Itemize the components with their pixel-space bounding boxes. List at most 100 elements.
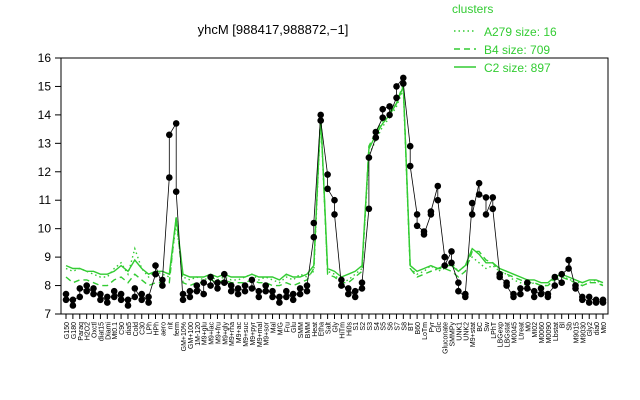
x-tick-label: M9+sor <box>264 321 271 345</box>
data-point <box>585 293 593 301</box>
x-tick-label: BT <box>408 321 415 331</box>
x-tick-label: BC <box>477 322 484 332</box>
data-point <box>482 211 490 218</box>
data-point <box>365 154 373 161</box>
data-point <box>76 285 84 292</box>
data-point <box>166 131 173 139</box>
y-tick-label: 13 <box>38 136 52 150</box>
data-point <box>379 114 387 121</box>
data-point <box>345 285 352 292</box>
data-point <box>172 120 180 127</box>
x-tick-label: GM+100 <box>188 322 195 349</box>
data-point <box>214 285 221 292</box>
data-point <box>248 285 256 292</box>
x-tick-label: C30 <box>140 322 147 335</box>
x-tick-label: SMMPy <box>450 322 457 347</box>
data-point <box>558 270 565 278</box>
data-point <box>262 282 270 289</box>
data-point <box>345 290 352 298</box>
x-tick-label: S3 <box>367 322 374 331</box>
data-point <box>303 287 311 295</box>
data-point <box>179 290 187 298</box>
series-line-dashed <box>65 83 604 287</box>
data-point <box>565 256 572 264</box>
data-point <box>406 162 414 170</box>
y-tick-label: 12 <box>38 165 52 179</box>
x-tick-label: Fru <box>284 322 291 333</box>
data-point <box>331 211 338 218</box>
data-point <box>227 282 235 289</box>
data-point <box>358 279 366 287</box>
data-point <box>544 290 552 298</box>
series-line-dotted <box>65 89 604 287</box>
data-point <box>372 134 380 141</box>
legend-label: A279 size: 16 <box>484 25 557 39</box>
data-point <box>227 287 235 295</box>
x-tick-label: M9+stat <box>470 322 477 347</box>
data-point <box>269 287 276 295</box>
x-tick-label: M9+fru <box>215 322 222 344</box>
data-point <box>124 302 132 309</box>
data-point <box>475 179 483 187</box>
data-point <box>310 233 318 241</box>
data-point <box>393 94 400 102</box>
data-point <box>179 296 187 304</box>
data-point <box>351 287 359 295</box>
data-point <box>310 219 318 227</box>
data-point <box>90 290 97 298</box>
data-point <box>489 205 497 213</box>
data-point <box>406 142 414 150</box>
x-tick-label: Paraq <box>78 322 85 341</box>
data-point <box>558 279 565 287</box>
data-point <box>117 296 125 304</box>
data-point <box>331 196 338 204</box>
x-tick-label: M9+ac <box>236 322 243 344</box>
data-point <box>221 279 228 287</box>
data-points <box>62 74 607 309</box>
data-point <box>97 290 104 298</box>
x-tick-label: dia5 <box>126 322 133 335</box>
data-point <box>104 299 111 306</box>
x-tick-label: MI02 <box>532 322 539 338</box>
x-tick-label: Etha <box>319 322 326 337</box>
data-point <box>186 293 194 301</box>
data-point <box>296 290 304 298</box>
data-point <box>241 282 249 289</box>
x-tick-label: M9+mal <box>257 322 264 348</box>
x-tick-label: B60 <box>415 322 422 335</box>
x-tick-label: Mal <box>271 322 278 334</box>
x-tick-label: M9+suc <box>243 322 250 347</box>
data-point <box>117 290 125 298</box>
x-tick-label: M9+glu <box>202 322 209 345</box>
x-tick-label: Gly2 <box>587 322 594 337</box>
data-point <box>427 208 435 215</box>
data-point <box>152 262 159 269</box>
data-point <box>510 290 517 298</box>
data-point <box>530 293 538 301</box>
data-point <box>448 248 455 255</box>
data-point <box>283 293 290 301</box>
data-point <box>186 287 194 295</box>
x-tick-label: M0 <box>525 322 532 332</box>
data-point <box>303 282 311 289</box>
x-tick-label: BMM <box>305 322 312 339</box>
data-point <box>62 296 70 304</box>
y-tick-label: 15 <box>38 79 52 93</box>
x-tick-label: aero <box>160 322 167 336</box>
x-tick-label: Glu <box>291 322 298 333</box>
data-point <box>351 293 359 301</box>
data-point <box>283 287 290 295</box>
x-tick-label: Sw <box>484 321 491 332</box>
data-point <box>255 287 263 295</box>
data-point <box>524 285 531 292</box>
data-point <box>262 287 270 295</box>
x-tick-label: Gly <box>333 322 340 333</box>
x-tick-label: Salt <box>326 322 333 334</box>
data-point <box>448 259 455 267</box>
x-tick-label: M9030 <box>580 322 587 344</box>
x-tick-label: M9+rha <box>229 322 236 346</box>
data-point <box>455 287 462 295</box>
data-point <box>255 293 263 301</box>
x-tick-label: S4 <box>374 322 381 331</box>
x-tick-label: UNK2 <box>463 322 470 341</box>
